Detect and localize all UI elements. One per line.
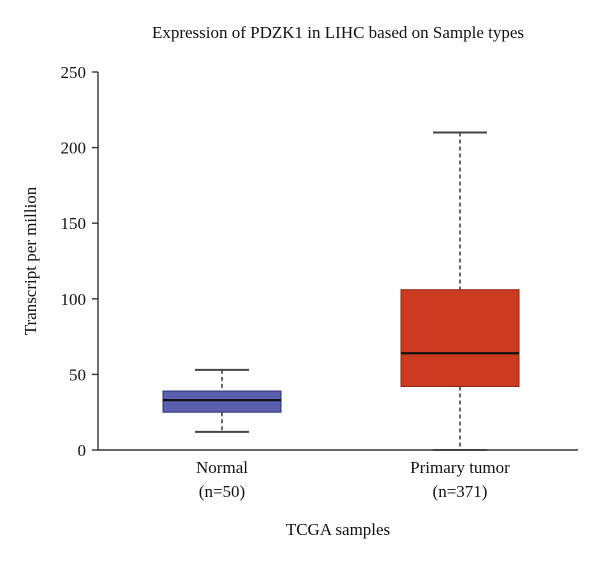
y-tick-label-5: 250	[61, 63, 87, 82]
x-category-label-0: Normal	[196, 458, 248, 477]
y-axis-label: Transcript per million	[21, 186, 40, 335]
x-axis-category-labels: Normal (n=50) Primary tumor (n=371)	[196, 458, 510, 501]
x-category-n-label-0: (n=50)	[199, 482, 245, 501]
y-tick-label-1: 50	[69, 365, 86, 384]
y-tick-label-2: 100	[61, 290, 87, 309]
box-1	[400, 131, 520, 451]
y-axis-ticks: 0 50 100 150 200 250	[61, 63, 98, 460]
y-tick-label-4: 200	[61, 139, 87, 158]
x-category-label-1: Primary tumor	[410, 458, 510, 477]
iqr-box-0	[162, 390, 282, 413]
chart-title: Expression of PDZK1 in LIHC based on Sam…	[152, 23, 524, 42]
iqr-box-1	[400, 289, 520, 387]
boxes-group	[162, 131, 520, 451]
x-category-n-label-1: (n=371)	[433, 482, 488, 501]
x-axis-label: TCGA samples	[286, 520, 390, 539]
box-0	[162, 368, 282, 433]
y-tick-label-0: 0	[78, 441, 87, 460]
y-tick-label-3: 150	[61, 214, 87, 233]
